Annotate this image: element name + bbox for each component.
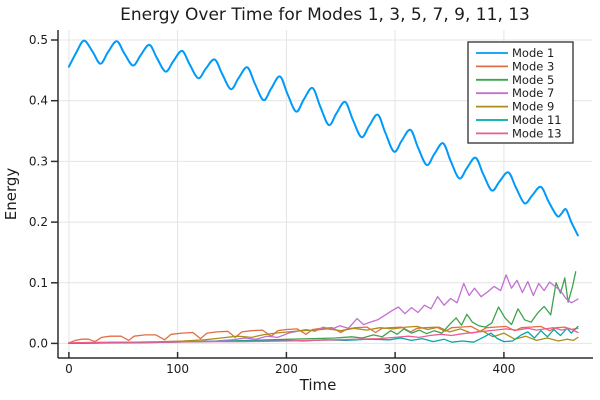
legend-entry: Mode 5 [476, 73, 554, 87]
legend-label: Mode 5 [512, 73, 554, 87]
y-tick-label: 0.0 [29, 336, 48, 350]
x-tick-label: 0 [65, 362, 73, 376]
y-axis-label: Energy [2, 168, 20, 221]
y-tick-label: 0.3 [29, 154, 48, 168]
y-tick-label: 0.4 [29, 94, 48, 108]
series-layer [67, 39, 579, 345]
x-axis-label: Time [299, 376, 337, 394]
x-tick-label: 300 [384, 362, 407, 376]
series-line-mode-13 [68, 327, 579, 344]
legend-entry: Mode 1 [476, 46, 554, 60]
legend-entry: Mode 7 [476, 86, 554, 100]
x-tick-label: 400 [492, 362, 515, 376]
x-tick-label: 200 [275, 362, 298, 376]
legend-entry: Mode 9 [476, 100, 554, 114]
chart-title: Energy Over Time for Modes 1, 3, 5, 7, 9… [120, 5, 530, 25]
axes-layer: 0 100 200 300 400 0.0 0.1 0.2 0.3 0.4 0.5 [29, 30, 593, 376]
legend-label: Mode 1 [512, 46, 554, 60]
x-tick-label: 100 [166, 362, 189, 376]
y-tick-label: 0.2 [29, 215, 48, 229]
legend-label: Mode 13 [512, 126, 562, 140]
legend-entry: Mode 13 [476, 126, 562, 140]
series-line-mode-7 [68, 274, 579, 345]
y-tick-label: 0.5 [29, 33, 48, 47]
series-line-mode-9 [68, 325, 579, 345]
legend-label: Mode 9 [512, 100, 554, 114]
y-tick-label: 0.1 [29, 276, 48, 290]
series-line-mode-5 [68, 271, 577, 345]
legend-entry: Mode 11 [476, 113, 562, 127]
legend-label: Mode 7 [512, 86, 554, 100]
legend-label: Mode 11 [512, 113, 562, 127]
legend-entry: Mode 3 [476, 59, 554, 73]
series-line-mode-1 [67, 39, 579, 237]
legend-label: Mode 3 [512, 59, 554, 73]
